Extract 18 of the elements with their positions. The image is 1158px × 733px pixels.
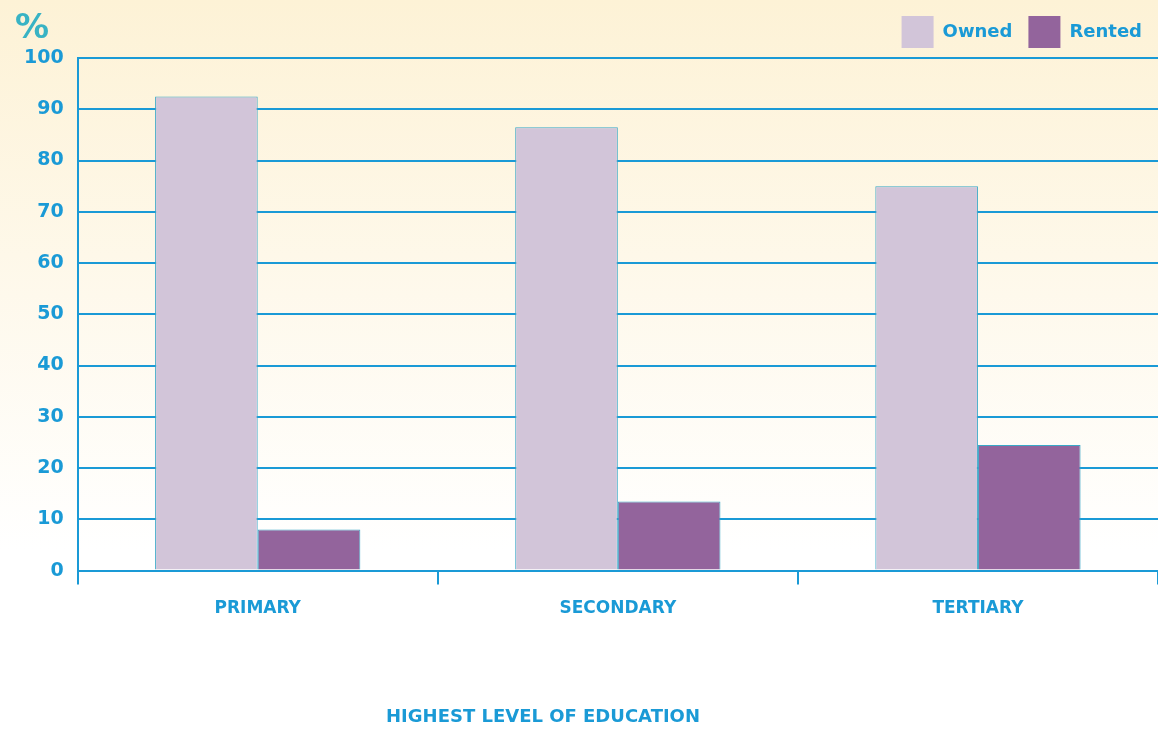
x-tick-label: SECONDARY	[559, 597, 677, 618]
legend-label: Rented	[1069, 19, 1143, 41]
x-tick-label: PRIMARY	[214, 597, 302, 618]
y-tick-label: 10	[37, 506, 64, 529]
y-tick-label: 0	[50, 557, 64, 580]
y-tick-label: 100	[23, 44, 64, 67]
legend-label: Owned	[942, 19, 1013, 41]
y-tick-label: 80	[37, 147, 64, 170]
y-tick-label: 50	[37, 301, 64, 324]
y-tick-label: 20	[37, 455, 64, 478]
y-tick-label: 90	[37, 96, 64, 119]
x-tick-label: TERTIARY	[932, 597, 1025, 618]
y-tick-label: 60	[37, 249, 64, 272]
x-axis-title: HIGHEST LEVEL OF EDUCATION	[386, 704, 700, 726]
y-tick-label: 70	[37, 198, 64, 221]
y-tick-label: 40	[37, 352, 64, 375]
y-tick-label: 30	[37, 403, 64, 426]
y-axis-title: %	[14, 5, 50, 46]
